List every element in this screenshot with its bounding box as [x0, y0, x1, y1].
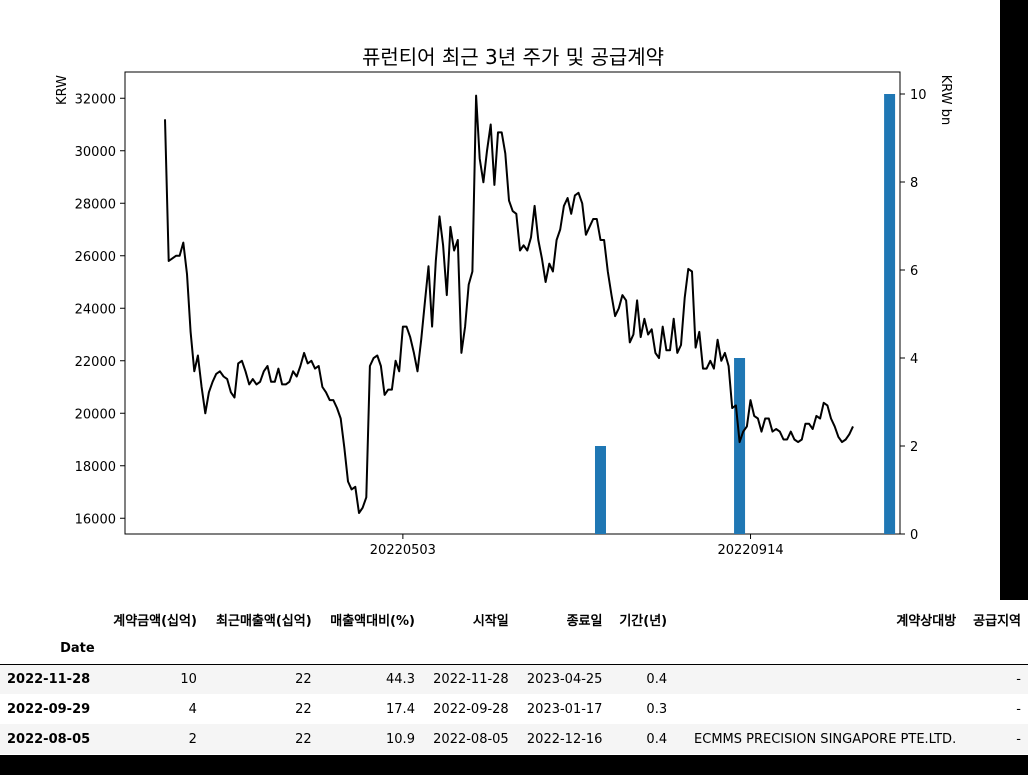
- table-header-spacer: [963, 634, 1028, 664]
- contract-bar: [594, 446, 606, 534]
- table-cell: 0.3: [646, 701, 668, 717]
- y-left-tick-label: 18000: [75, 460, 116, 475]
- contract-bar: [734, 358, 746, 534]
- y-right-tick-label: 2: [910, 440, 918, 455]
- y-axis-left-ticks: 16000 18000 20000 22000 24000 26000 28000 30000…: [75, 92, 125, 527]
- table-cell: 22: [295, 701, 312, 717]
- y-left-tick-label: 16000: [75, 512, 116, 527]
- table-cell: 2: [188, 731, 197, 747]
- table-cell: 10: [180, 671, 197, 687]
- table-cell: ECMMS PRECISION SINGAPORE PTE.LTD.: [694, 731, 957, 747]
- y-right-tick-label: 4: [910, 352, 918, 367]
- table-column-header: 종료일: [566, 613, 603, 629]
- y-left-tick-label: 30000: [75, 145, 116, 160]
- table-row: 2022-11-28 10 22 44.3 2022-11-28 2023-04-25 0.…: [0, 664, 1028, 694]
- table-cell: -: [1016, 671, 1021, 687]
- table-cell: 22: [295, 671, 312, 687]
- table-cell: 0.4: [646, 671, 668, 687]
- y-left-tick-label: 26000: [75, 250, 116, 265]
- table-row: 2022-09-29 4 22 17.4 2022-09-28 2023-01-17 0.3…: [0, 694, 1028, 724]
- table-header-spacer: [102, 634, 204, 664]
- contract-bar: [884, 94, 896, 534]
- table-column-header: 최근매출액(십억): [216, 613, 312, 629]
- y-axis-left-label: KRW: [55, 75, 70, 105]
- table-cell: -: [1016, 731, 1021, 747]
- table-body: 2022-11-28 10 22 44.3 2022-11-28 2023-04-25 0.…: [0, 664, 1028, 754]
- table-cell: 22: [295, 731, 312, 747]
- table-header-spacer: [204, 634, 319, 664]
- table-cell: 2022-08-05: [433, 731, 509, 747]
- bar-series: [594, 94, 896, 534]
- table-cell: [674, 694, 963, 724]
- table-cell: 17.4: [386, 701, 415, 717]
- y-left-tick-label: 22000: [75, 355, 116, 370]
- table-column-header: 공급지역: [973, 613, 1021, 629]
- y-right-tick-label: 0: [910, 528, 918, 543]
- table-column-header: 매출액대비(%): [330, 613, 415, 629]
- table-cell: 2022-12-16: [526, 731, 603, 747]
- table-header-spacer: [516, 634, 610, 664]
- table-column-header: 계약상대방: [896, 613, 957, 629]
- table-column-header: 시작일: [472, 613, 509, 629]
- y-left-tick-label: 28000: [75, 197, 116, 212]
- y-left-tick-label: 24000: [75, 302, 116, 317]
- table-cell: 2023-01-17: [526, 701, 603, 717]
- y-axis-right-ticks: 0 2 4 6 8 10: [900, 88, 927, 543]
- table-index-header-row: Date: [0, 634, 1028, 664]
- table-header-spacer: [674, 634, 963, 664]
- table-cell: 4: [188, 701, 197, 717]
- table-cell: 0.4: [646, 731, 668, 747]
- price-line-series: [164, 94, 854, 514]
- x-axis-ticks: 20220503 20220914: [370, 534, 784, 558]
- y-left-tick-label: 20000: [75, 407, 116, 422]
- contract-table-panel: 계약금액(십억) 최근매출액(십억) 매출액대비(%) 시작일 종료일 기간(년) 계약상대…: [0, 600, 1028, 755]
- y-right-tick-label: 8: [910, 176, 918, 191]
- y-right-tick-label: 10: [910, 88, 927, 103]
- price-line: [164, 94, 854, 514]
- row-date: 2022-11-28: [7, 671, 91, 687]
- table-header-row: 계약금액(십억) 최근매출액(십억) 매출액대비(%) 시작일 종료일 기간(년) 계약상대…: [0, 604, 1028, 634]
- row-date: 2022-09-29: [7, 701, 91, 717]
- table-cell: -: [1016, 701, 1021, 717]
- table-column-header: 계약금액(십억): [113, 613, 197, 629]
- x-tick-label: 20220914: [717, 543, 783, 558]
- table-header-spacer: [609, 634, 674, 664]
- table-cell: [674, 664, 963, 694]
- table-cell: 2022-11-28: [433, 671, 509, 687]
- table-column-header: 기간(년): [619, 613, 668, 629]
- table-header-spacer: [319, 634, 422, 664]
- contract-table: 계약금액(십억) 최근매출액(십억) 매출액대비(%) 시작일 종료일 기간(년) 계약상대…: [0, 604, 1028, 754]
- y-right-tick-label: 6: [910, 264, 918, 279]
- table-row: 2022-08-05 2 22 10.9 2022-08-05 2022-12-16 0.4…: [0, 724, 1028, 754]
- table-index-header: Date: [60, 641, 95, 657]
- x-tick-label: 20220503: [370, 543, 436, 558]
- combo-chart: 퓨런티어 최근 3년 주가 및 공급계약 KRW KRW bn 16000 180…: [55, 45, 953, 558]
- y-axis-right-label: KRW bn: [938, 75, 953, 126]
- plot-frame: [124, 71, 901, 535]
- table-header-spacer: [422, 634, 516, 664]
- row-date: 2022-08-05: [7, 731, 91, 747]
- table-header-corner: [0, 604, 102, 634]
- table-cell: 2022-09-28: [433, 701, 509, 717]
- table-cell: 44.3: [386, 671, 415, 687]
- table-cell: 10.9: [386, 731, 415, 747]
- chart-panel: 퓨런티어 최근 3년 주가 및 공급계약 KRW KRW bn 16000 180…: [0, 0, 1000, 600]
- y-left-tick-label: 32000: [75, 92, 116, 107]
- table-cell: 2023-04-25: [526, 671, 603, 687]
- chart-title: 퓨런티어 최근 3년 주가 및 공급계약: [362, 45, 664, 69]
